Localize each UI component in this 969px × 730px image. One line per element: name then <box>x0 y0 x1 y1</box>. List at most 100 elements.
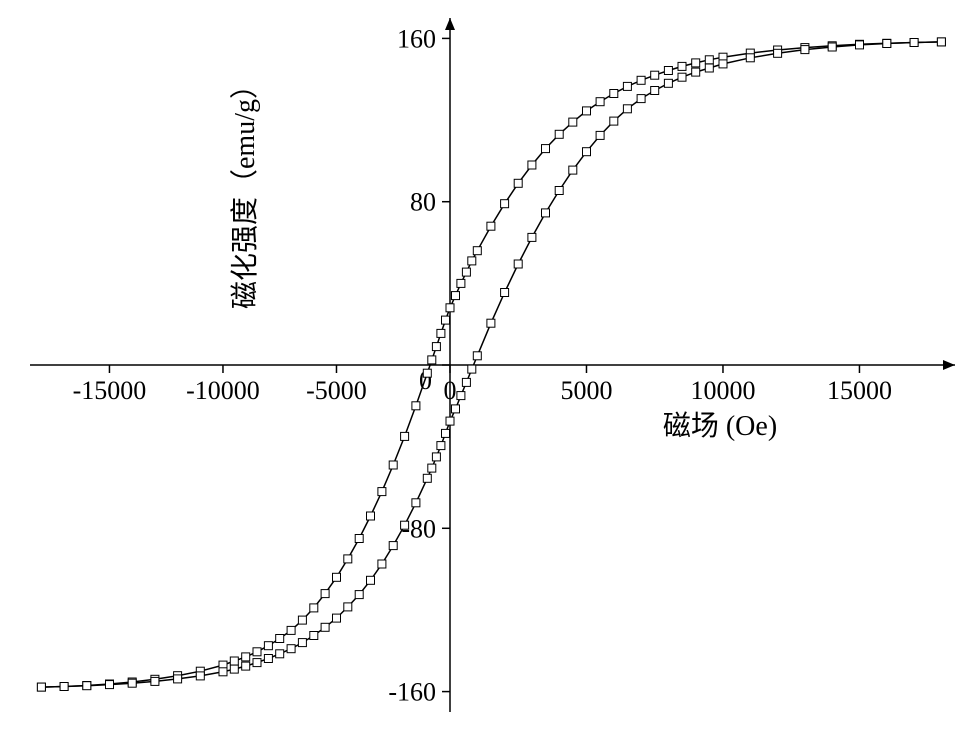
series-lower-marker <box>883 40 891 48</box>
series-lower-marker <box>555 187 563 195</box>
series-lower-marker <box>596 131 604 139</box>
series-lower-marker <box>828 43 836 51</box>
series-upper-marker <box>610 90 618 98</box>
series-lower-marker <box>412 499 420 507</box>
series-lower-marker <box>583 148 591 156</box>
series-lower-marker <box>106 681 114 689</box>
hysteresis-chart: -15000-10000-5000050001000015000磁场 (Oe)-… <box>0 0 969 730</box>
series-upper-marker <box>242 653 250 661</box>
series-upper-marker <box>462 268 470 276</box>
series-lower-marker <box>623 105 631 113</box>
series-upper-marker <box>623 82 631 90</box>
series-upper-marker <box>637 76 645 84</box>
series-lower-marker <box>264 655 272 663</box>
series-lower-marker <box>487 319 495 327</box>
series-lower-marker <box>196 672 204 680</box>
series-upper-marker <box>264 642 272 650</box>
series-lower-marker <box>856 41 864 49</box>
series-upper-marker <box>428 356 436 364</box>
series-lower-marker <box>344 603 352 611</box>
series-upper-marker <box>583 107 591 115</box>
series-upper-marker <box>542 145 550 153</box>
series-upper-marker <box>437 329 445 337</box>
series-upper-marker <box>457 279 465 287</box>
series-lower-marker <box>298 639 306 647</box>
series-upper-marker <box>321 590 329 598</box>
series-upper-marker <box>528 161 536 169</box>
series-upper-marker <box>344 555 352 563</box>
series-lower-marker <box>355 591 363 599</box>
series-lower-marker <box>242 662 250 670</box>
series-lower-marker <box>542 209 550 217</box>
series-lower-marker <box>287 645 295 653</box>
series-lower-marker <box>468 365 476 373</box>
series-upper-marker <box>452 292 460 300</box>
series-upper-marker <box>569 118 577 126</box>
series-lower-marker <box>637 95 645 103</box>
series-lower-marker <box>437 442 445 450</box>
series-lower-marker <box>442 429 450 437</box>
series-lower-marker <box>367 576 375 584</box>
series-lower-marker <box>432 453 440 461</box>
series-lower-marker <box>378 560 386 568</box>
series-lower-marker <box>719 60 727 68</box>
series-lower-marker <box>705 64 713 72</box>
x-tick-label: 15000 <box>827 376 892 405</box>
series-lower-marker <box>610 117 618 125</box>
series-lower-marker <box>452 405 460 413</box>
x-tick-label: 5000 <box>560 376 612 405</box>
y-tick-label: -160 <box>388 678 436 707</box>
series-lower-marker <box>514 260 522 268</box>
series-upper-marker <box>651 71 659 79</box>
series-lower-marker <box>473 352 481 360</box>
series-lower-marker <box>910 39 918 47</box>
series-upper-marker <box>487 222 495 230</box>
series-upper-marker <box>596 98 604 106</box>
series-upper-marker <box>401 432 409 440</box>
plot-svg: -15000-10000-5000050001000015000磁场 (Oe)-… <box>0 0 969 730</box>
series-lower-marker <box>664 79 672 87</box>
series-lower-marker <box>389 542 397 550</box>
series-lower-marker <box>60 683 68 691</box>
series-lower-marker <box>219 668 227 676</box>
series-upper-marker <box>423 369 431 377</box>
series-upper-marker <box>230 657 238 665</box>
series-upper-marker <box>253 648 261 656</box>
series-lower-marker <box>37 683 45 691</box>
series-lower-marker <box>457 392 465 400</box>
series-upper-marker <box>446 304 454 312</box>
series-upper-marker <box>514 179 522 187</box>
series-lower-marker <box>333 614 341 622</box>
series-upper-marker <box>705 56 713 64</box>
series-lower-marker <box>569 166 577 174</box>
series-upper-marker <box>412 402 420 410</box>
y-tick-label: 80 <box>410 188 436 217</box>
series-upper-marker <box>389 461 397 469</box>
series-lower-marker <box>651 87 659 95</box>
series-lower-marker <box>401 521 409 529</box>
series-lower-marker <box>151 677 159 685</box>
series-lower-marker <box>446 417 454 425</box>
series-upper-marker <box>287 626 295 634</box>
series-lower-marker <box>276 650 284 658</box>
series-upper-marker <box>310 604 318 612</box>
series-lower-marker <box>310 632 318 640</box>
series-lower-marker <box>321 623 329 631</box>
series-lower-marker <box>253 659 261 667</box>
series-lower-marker <box>428 464 436 472</box>
series-lower-marker <box>83 682 91 690</box>
x-tick-label: -10000 <box>186 376 260 405</box>
series-lower-marker <box>528 233 536 241</box>
series-lower-marker <box>774 49 782 57</box>
series-upper-marker <box>692 59 700 67</box>
series-upper-marker <box>367 512 375 520</box>
series-upper-marker <box>276 635 284 643</box>
series-lower-marker <box>501 289 509 297</box>
series-upper-marker <box>664 67 672 75</box>
y-tick-label: 160 <box>397 24 436 53</box>
x-axis-arrow <box>943 360 955 370</box>
series-lower-marker <box>423 474 431 482</box>
series-upper-marker <box>432 343 440 351</box>
series-lower-marker <box>801 46 809 54</box>
series-upper-marker <box>468 257 476 265</box>
